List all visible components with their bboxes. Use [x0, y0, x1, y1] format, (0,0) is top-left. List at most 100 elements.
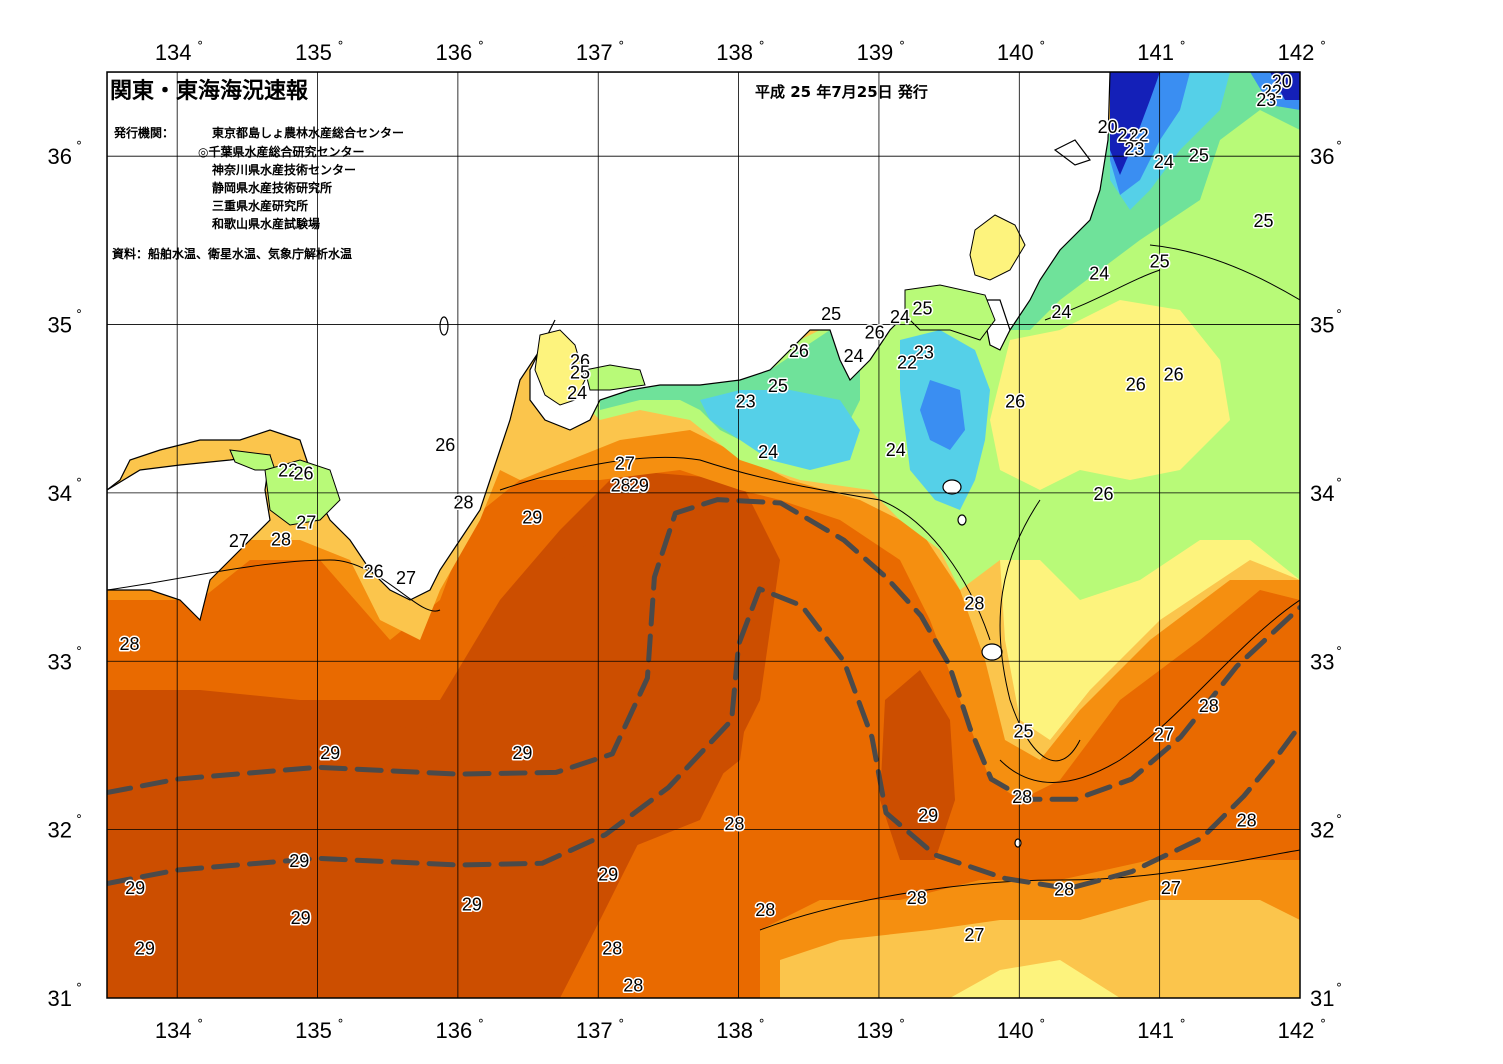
isotherm-label-25: 25	[570, 363, 590, 383]
inner-bays	[229, 214, 1026, 526]
isotherm-28-south	[759, 849, 1300, 931]
isotherm-label-28: 28	[623, 976, 643, 996]
issuer-label: 発行機関：	[113, 125, 174, 140]
lat-label-left-31: 31	[48, 986, 72, 1011]
lon-label-bottom-136: 136	[436, 1018, 473, 1043]
isotherm-label-28: 28	[964, 593, 984, 613]
lon-label-bottom-137: 137	[576, 1018, 613, 1043]
lat-label-left-34: 34	[48, 481, 72, 506]
isotherm-label-28: 28	[453, 492, 473, 512]
sst-zone-29-east	[880, 670, 955, 860]
isotherm-label-24: 24	[1051, 302, 1071, 322]
lat-label-right-34: 34	[1310, 481, 1334, 506]
isotherm-west	[107, 559, 441, 612]
degree-symbol: °	[1336, 981, 1342, 995]
isotherm-label-28: 28	[755, 900, 775, 920]
isotherm-label-22: 22	[1262, 82, 1282, 102]
isotherm-lines	[107, 244, 1300, 931]
lon-label-top-139: 139	[857, 40, 894, 65]
isotherm-label-29: 29	[598, 864, 618, 884]
lat-label-right-32: 32	[1310, 818, 1334, 843]
isotherm-label-26: 26	[1164, 364, 1184, 384]
lon-label-top-140: 140	[997, 40, 1034, 65]
isotherm-label-28: 28	[119, 634, 139, 654]
isotherm-label-23: 23	[1124, 139, 1144, 159]
island-oshima	[942, 479, 962, 495]
isotherm-label-28: 28	[1054, 880, 1074, 900]
isotherm-label-26: 26	[789, 341, 809, 361]
isotherm-label-25: 25	[768, 376, 788, 396]
issuer-6: 和歌山県水産試験場	[211, 216, 320, 231]
isotherm-label-26: 26	[435, 435, 455, 455]
isotherm-label-22: 22	[1129, 125, 1149, 145]
lon-label-bottom-135: 135	[295, 1018, 332, 1043]
issuer-2: ◎千葉県水産総合研究センター	[198, 144, 364, 159]
sst-zone-29-west	[107, 510, 760, 998]
isotherm-label-27: 27	[396, 568, 416, 588]
issuer-1: 東京都島しょ農林水産総合センター	[212, 125, 404, 140]
isotherm-label-24: 24	[890, 307, 910, 327]
degree-symbol: °	[76, 139, 82, 153]
isotherm-label-25: 25	[821, 304, 841, 324]
map-frame	[106, 71, 1301, 999]
lon-label-top-134: 134	[155, 40, 192, 65]
issue-date: 平成 25 年7月25日 発行	[755, 83, 928, 101]
isotherm-label-28: 28	[724, 814, 744, 834]
isotherm-label-29: 29	[918, 806, 938, 826]
isotherm-label-28: 28	[1199, 696, 1219, 716]
isotherm-label-29: 29	[320, 743, 340, 763]
isotherm-label-26: 26	[364, 561, 384, 581]
lon-label-top-142: 142	[1278, 40, 1315, 65]
degree-symbol: °	[478, 39, 484, 53]
degree-symbol: °	[1039, 39, 1045, 53]
degree-symbol: °	[1180, 39, 1186, 53]
isotherm-label-20: 20	[1272, 71, 1292, 91]
isotherm-label-29: 29	[522, 508, 542, 528]
isotherm-label-29: 29	[629, 476, 649, 496]
kuroshio-axis-2	[107, 586, 1300, 892]
degree-symbol: °	[338, 1017, 344, 1031]
degree-symbol: °	[197, 1017, 203, 1031]
map-title: 関東・東海海況速報	[110, 78, 309, 104]
degree-symbol: °	[1336, 139, 1342, 153]
lon-label-top-138: 138	[716, 40, 753, 65]
island-awaji	[439, 316, 449, 336]
isotherm-label-26: 26	[1093, 484, 1113, 504]
lon-label-top-136: 136	[436, 40, 473, 65]
issuer-4: 静岡県水産技術研究所	[212, 180, 332, 195]
isotherm-label-28: 28	[271, 529, 291, 549]
isotherm-label-26: 26	[1005, 391, 1025, 411]
isotherm-label-26: 26	[1126, 375, 1146, 395]
sagami-bay	[904, 284, 996, 341]
degree-symbol: °	[1180, 1017, 1186, 1031]
isotherm-label-22: 22	[897, 353, 917, 373]
kuroshio-axes	[107, 497, 1300, 892]
isotherm-label-28: 28	[1237, 811, 1257, 831]
island-niijima	[957, 514, 967, 526]
isotherm-label-24: 24	[886, 440, 906, 460]
isotherm-label-25: 25	[912, 299, 932, 319]
island-miyake	[981, 643, 1003, 661]
degree-symbol: °	[1320, 39, 1326, 53]
kuroshio-axis-1	[107, 497, 1300, 802]
degree-symbol: °	[76, 476, 82, 490]
degree-symbol: °	[618, 39, 624, 53]
lon-label-bottom-140: 140	[997, 1018, 1034, 1043]
degree-symbol: °	[899, 39, 905, 53]
isotherm-label-27: 27	[229, 531, 249, 551]
degree-symbol: °	[197, 39, 203, 53]
lat-label-right-36: 36	[1310, 144, 1334, 169]
isotherm-25-north	[1149, 244, 1300, 301]
isotherm-label-26: 26	[865, 322, 885, 342]
lake-kasumigaura	[1053, 139, 1091, 166]
isotherm-label-28: 28	[907, 888, 927, 908]
degree-symbol: °	[478, 1017, 484, 1031]
isotherm-label-29: 29	[289, 851, 309, 871]
degree-symbol: °	[338, 39, 344, 53]
degree-symbol: °	[76, 981, 82, 995]
isotherm-label-29: 29	[512, 743, 532, 763]
land-shikoku	[107, 454, 271, 622]
lon-label-bottom-134: 134	[155, 1018, 192, 1043]
